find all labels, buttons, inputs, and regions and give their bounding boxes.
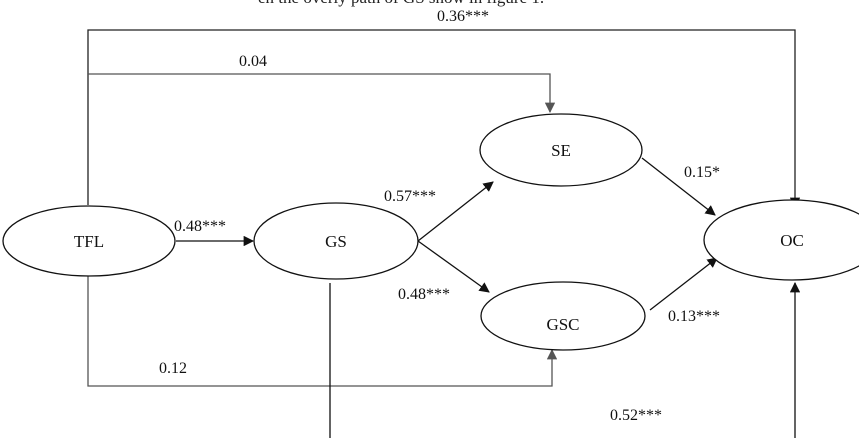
coef-se-oc: 0.15* — [684, 164, 720, 181]
path-se-oc — [641, 157, 716, 216]
node-gsc: GSC — [480, 281, 646, 351]
caption-fragment-text: en the overly path of GS show in figure … — [258, 0, 544, 8]
node-se-label: SE — [551, 141, 571, 160]
coef-gsc-oc: 0.13*** — [668, 308, 720, 325]
node-tfl: TFL — [2, 205, 176, 277]
coef-tfl-gsc: 0.12 — [159, 360, 187, 377]
node-tfl-label: TFL — [74, 232, 104, 251]
path-gs-gsc — [417, 240, 490, 293]
coef-tfl-gs: 0.48*** — [174, 218, 226, 235]
node-gs: GS — [253, 202, 419, 280]
coef-tfl-oc: 0.36*** — [437, 8, 489, 25]
node-oc: OC — [703, 199, 859, 281]
caption-fragment: en the overly path of GS show in figure … — [0, 0, 859, 8]
path-gs-se — [417, 181, 494, 242]
path-tfl-se — [88, 73, 556, 114]
coef-tfl-se: 0.04 — [239, 53, 267, 70]
coef-gs-oc: 0.52*** — [610, 407, 662, 424]
coef-gs-gsc: 0.48*** — [398, 286, 450, 303]
node-gs-label: GS — [325, 232, 347, 251]
node-se: SE — [479, 113, 643, 187]
coef-gs-se: 0.57*** — [384, 188, 436, 205]
path-tfl-oc — [87, 29, 801, 209]
path-gsc-oc — [649, 257, 718, 311]
path-tfl-gsc — [87, 272, 558, 387]
node-oc-label: OC — [780, 231, 804, 250]
node-gsc-label: GSC — [546, 315, 579, 334]
